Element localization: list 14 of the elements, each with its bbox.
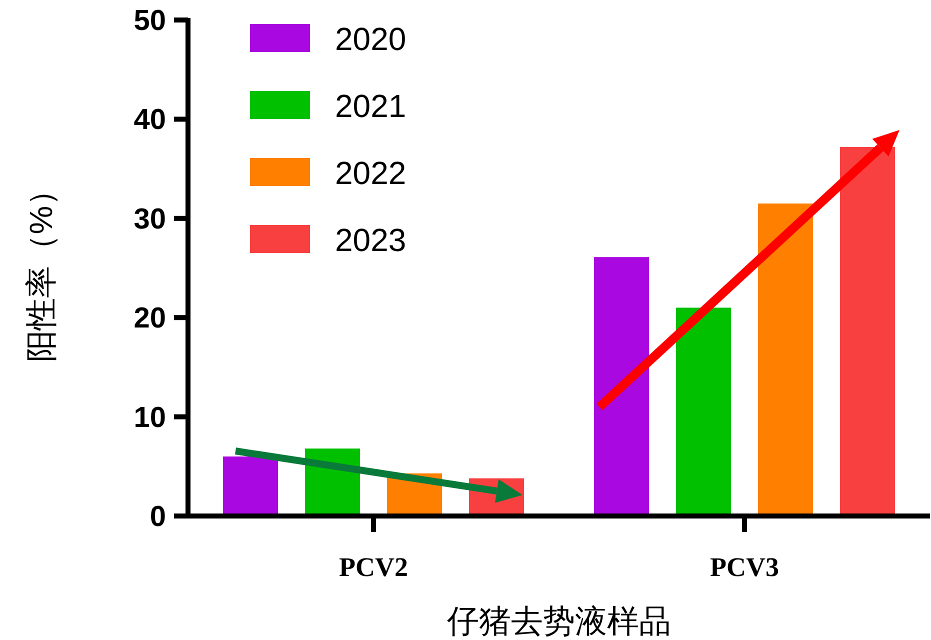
y-tick-label: 0 <box>150 501 166 533</box>
y-tick-label: 50 <box>134 5 166 37</box>
x-tick-label: PCV3 <box>710 552 779 582</box>
legend-label: 2021 <box>335 88 406 124</box>
legend-label: 2020 <box>335 21 406 57</box>
y-tick-label: 30 <box>134 203 166 236</box>
y-tick-label: 10 <box>134 402 166 434</box>
x-axis-title: 仔猪去势液样品 <box>447 603 671 639</box>
y-tick-label: 40 <box>134 104 166 136</box>
y-tick-label: 20 <box>134 302 166 335</box>
legend-label: 2022 <box>335 155 406 191</box>
y-axis-title: 阳性率（%） <box>23 174 59 362</box>
legend-label: 2023 <box>335 222 406 258</box>
x-tick-label: PCV2 <box>339 552 408 582</box>
